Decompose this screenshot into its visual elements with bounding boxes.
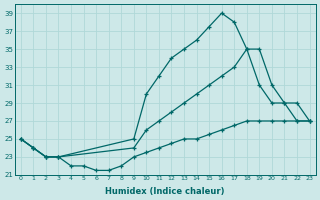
X-axis label: Humidex (Indice chaleur): Humidex (Indice chaleur) [106, 187, 225, 196]
